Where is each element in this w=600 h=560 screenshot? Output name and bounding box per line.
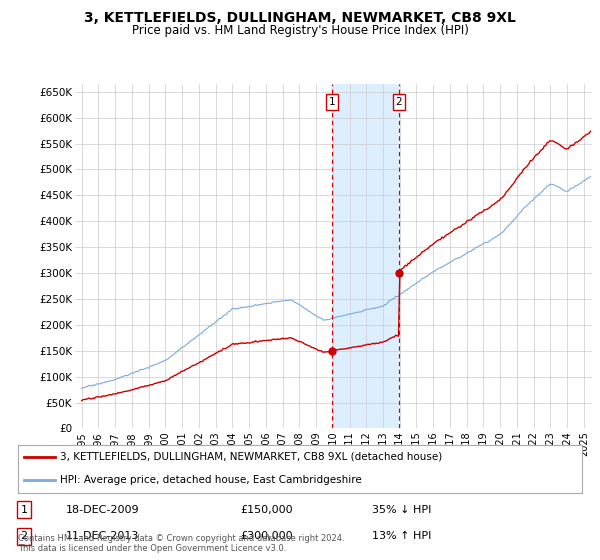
Text: 2: 2: [396, 97, 403, 107]
Text: 3, KETTLEFIELDS, DULLINGHAM, NEWMARKET, CB8 9XL (detached house): 3, KETTLEFIELDS, DULLINGHAM, NEWMARKET, …: [60, 451, 443, 461]
Text: Price paid vs. HM Land Registry's House Price Index (HPI): Price paid vs. HM Land Registry's House …: [131, 24, 469, 37]
Text: Contains HM Land Registry data © Crown copyright and database right 2024.
This d: Contains HM Land Registry data © Crown c…: [18, 534, 344, 553]
Text: 18-DEC-2009: 18-DEC-2009: [66, 505, 140, 515]
Text: 1: 1: [329, 97, 335, 107]
Bar: [332, 84, 399, 428]
Text: £150,000: £150,000: [240, 505, 293, 515]
Text: 2: 2: [20, 531, 28, 542]
Text: 3, KETTLEFIELDS, DULLINGHAM, NEWMARKET, CB8 9XL: 3, KETTLEFIELDS, DULLINGHAM, NEWMARKET, …: [84, 11, 516, 25]
Text: £300,000: £300,000: [240, 531, 293, 542]
Text: HPI: Average price, detached house, East Cambridgeshire: HPI: Average price, detached house, East…: [60, 475, 362, 486]
Text: 13% ↑ HPI: 13% ↑ HPI: [372, 531, 431, 542]
Text: 35% ↓ HPI: 35% ↓ HPI: [372, 505, 431, 515]
Text: 1: 1: [20, 505, 28, 515]
Text: 11-DEC-2013: 11-DEC-2013: [66, 531, 139, 542]
